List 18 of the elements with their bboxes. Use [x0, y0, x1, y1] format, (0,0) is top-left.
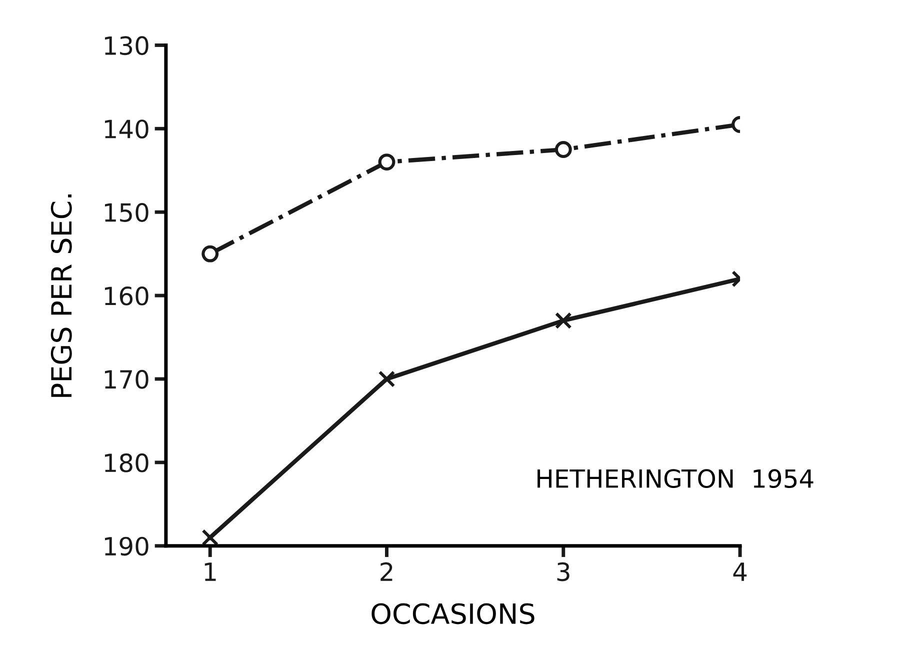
- y-tick-label: 170: [105, 370, 148, 389]
- y-tick-label: 180: [105, 453, 148, 472]
- x-tick-label: 4: [733, 562, 747, 581]
- point: [202, 529, 219, 546]
- x-tick-label: 3: [557, 562, 570, 582]
- x-tick-label: 2: [380, 562, 392, 581]
- point: [202, 245, 219, 262]
- point: [378, 154, 396, 171]
- point: [378, 370, 396, 388]
- y-tick-label: 150: [105, 203, 148, 222]
- x-axis-title: OCCASIONS: [372, 603, 534, 624]
- y-tick-label: 190: [105, 536, 148, 556]
- y-tick-label: 140: [105, 120, 148, 139]
- annotation: HETHERINGTON 1954: [538, 469, 814, 488]
- y-tick-label: 160: [105, 286, 148, 306]
- y-axis-title: PEGS PER SEC.: [50, 194, 72, 397]
- y-tick-label: 130: [105, 36, 148, 56]
- x-tick-label: 1: [204, 562, 216, 581]
